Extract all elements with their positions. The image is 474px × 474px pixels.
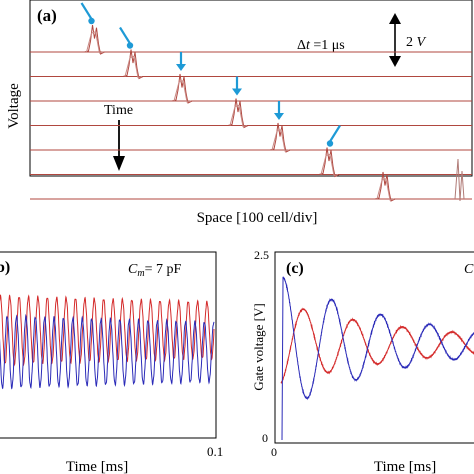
pulse-spike (318, 147, 340, 178)
peak-arrows (80, 2, 341, 147)
panel-c-frame (274, 251, 474, 444)
panel-c-xtick-left: 0 (271, 445, 277, 459)
panel-c-blue-series (281, 276, 474, 441)
trace-7 (30, 171, 472, 202)
panel-c: (c) C 2.5 0 0 Gate voltage [V] Time [ms] (251, 248, 474, 474)
dt-annotation: Δt =1 μs (297, 38, 345, 53)
peak-arrow (274, 101, 284, 120)
pulse-spike (122, 49, 144, 80)
panel-a: (a) Voltage Space [100 cell/div] Δt =1 μ… (6, 0, 473, 226)
panel-b-xlabel: Time [ms] (66, 459, 128, 474)
peak-arrow (176, 52, 186, 71)
pulse-spike-echo (320, 153, 339, 177)
pulse-spike-echo (124, 55, 143, 79)
dt-delta: Δ (297, 38, 306, 53)
panel-c-red-series (280, 307, 474, 384)
pulse-traces (30, 24, 472, 202)
peak-arrow (232, 76, 242, 96)
pulse-spike (269, 122, 291, 153)
peak-arrow (119, 26, 134, 49)
pulse-spike (171, 73, 193, 104)
panel-b-xtick-end: 0.1 (207, 444, 223, 459)
scale-label: 2 V (406, 35, 427, 50)
pulse-spike-echo (271, 129, 290, 152)
trace-6 (30, 147, 472, 178)
pulse-spike (84, 24, 105, 55)
time-label: Time (104, 103, 133, 118)
cm-symbol: C (128, 262, 138, 277)
dt-value: =1 μs (310, 38, 345, 53)
cm-value: = 7 pF (145, 262, 182, 277)
pulse-spike (374, 171, 396, 202)
panel-b: b) Cm= 7 pF 0.1 Time [ms] (0, 251, 223, 474)
trace-2 (30, 49, 472, 80)
voltage-scale-bar (389, 13, 401, 67)
panel-c-ytick-top: 2.5 (254, 248, 269, 262)
panel-c-tag: (c) (286, 260, 304, 277)
cm-subscript: m (137, 268, 144, 279)
trace-4 (30, 98, 472, 129)
panel-c-ylabel: Gate voltage [V] (251, 303, 266, 390)
trace-3 (30, 73, 472, 104)
panel-a-frame (29, 0, 473, 177)
panel-b-red-series (0, 294, 215, 367)
pulse-spike-echo (86, 31, 104, 54)
panel-a-ylabel: Voltage (6, 83, 22, 129)
panel-b-tag: b) (0, 259, 10, 276)
peak-arrow (326, 124, 341, 147)
panel-c-corner-label: C (464, 262, 474, 277)
scale-number: 2 (406, 35, 417, 50)
scale-unit: V (417, 35, 427, 50)
panel-c-xlabel: Time [ms] (374, 459, 436, 474)
pulse-spike-echo (229, 104, 248, 128)
cm-annotation: Cm= 7 pF (128, 262, 181, 279)
panel-a-tag: (a) (37, 6, 57, 25)
panel-c-ytick-bottom: 0 (262, 431, 268, 445)
dt-symbol: t (306, 38, 311, 53)
panel-b-blue-series (0, 313, 215, 390)
pulse-spike-echo (173, 80, 192, 103)
trace-5 (30, 122, 472, 153)
edge-ringing (454, 158, 465, 202)
peak-arrow (80, 2, 95, 25)
trace-1 (30, 24, 472, 55)
time-arrow (113, 120, 125, 171)
panel-a-xlabel: Space [100 cell/div] (197, 210, 318, 226)
panel-b-frame (0, 251, 217, 439)
pulse-spike (227, 98, 249, 129)
pulse-spike-echo (376, 178, 395, 201)
